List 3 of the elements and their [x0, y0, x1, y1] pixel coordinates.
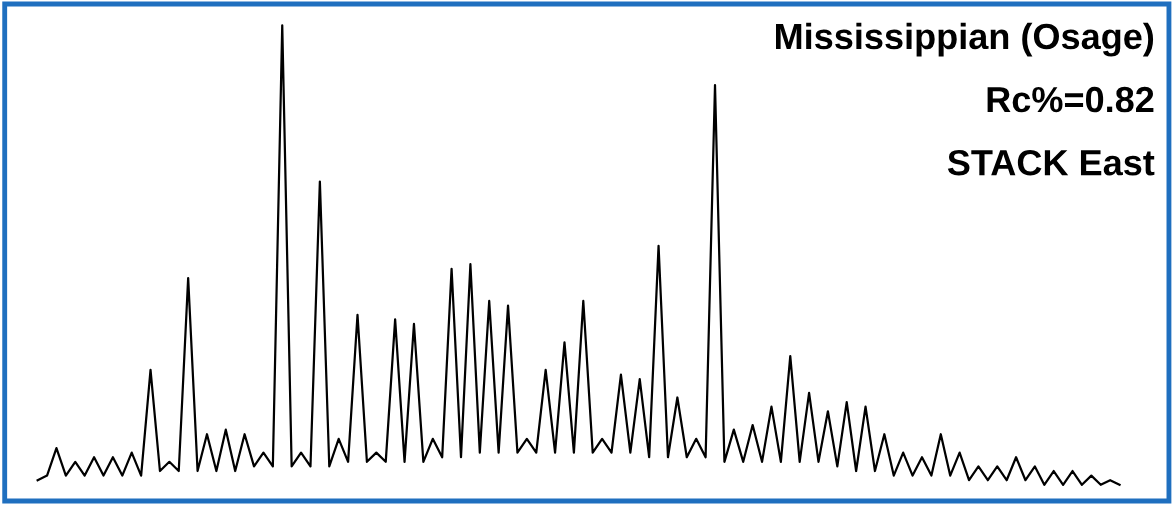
annotation: Mississippian (Osage)	[776, 22, 1154, 57]
annotation: STACK East	[947, 149, 1155, 176]
annotation: Rc%=0.82	[987, 86, 1154, 113]
